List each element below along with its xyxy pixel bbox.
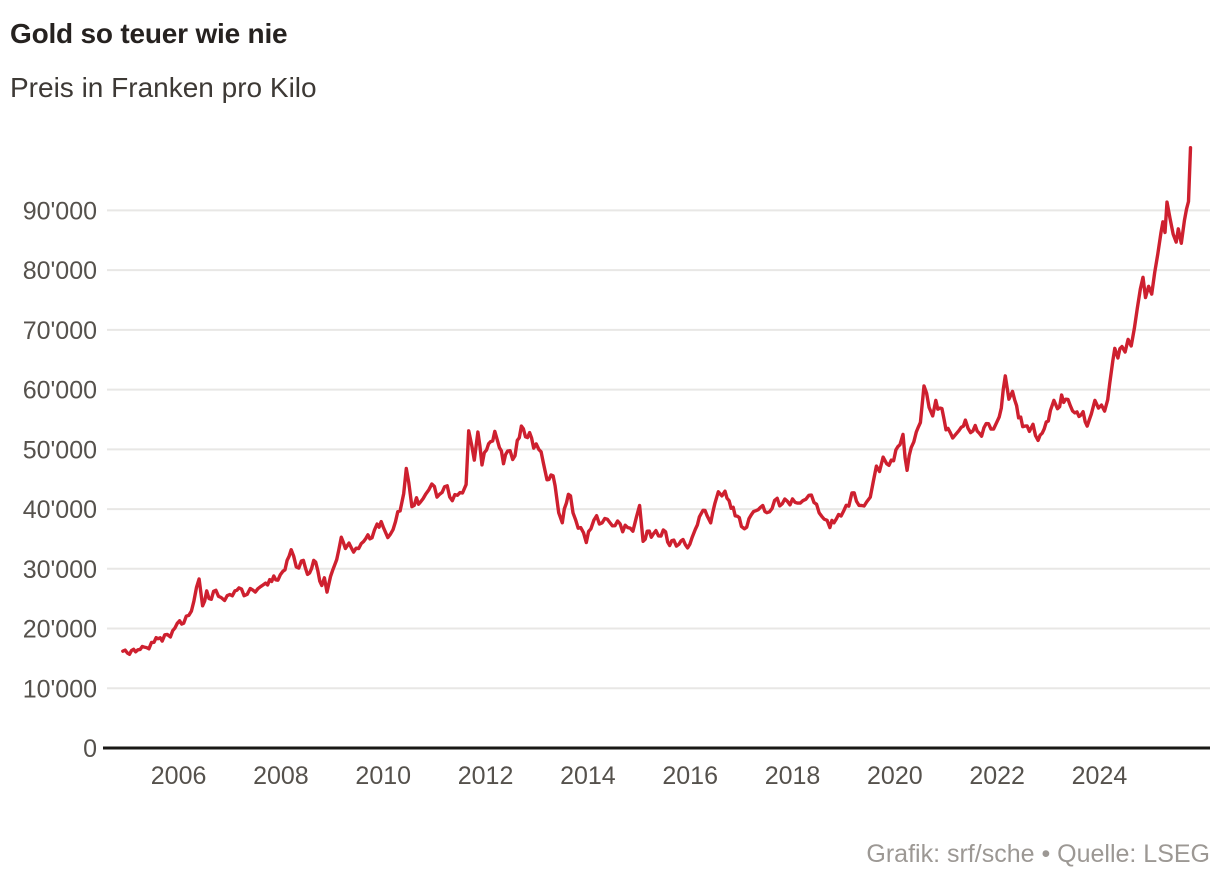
x-tick-label: 2018 bbox=[765, 762, 821, 790]
x-tick-label: 2024 bbox=[1072, 762, 1128, 790]
y-tick-label: 10'000 bbox=[23, 675, 97, 703]
x-tick-label: 2016 bbox=[662, 762, 718, 790]
chart-subtitle: Preis in Franken pro Kilo bbox=[10, 72, 317, 103]
chart-credit-source: Grafik: srf/sche • Quelle: LSEG bbox=[866, 840, 1210, 868]
y-tick-label: 30'000 bbox=[23, 556, 97, 584]
y-tick-label: 0 bbox=[83, 735, 97, 763]
y-tick-label: 50'000 bbox=[23, 436, 97, 464]
x-tick-label: 2014 bbox=[560, 762, 616, 790]
y-tick-label: 40'000 bbox=[23, 496, 97, 524]
y-tick-label: 80'000 bbox=[23, 257, 97, 285]
y-tick-label: 90'000 bbox=[23, 197, 97, 225]
chart-title: Gold so teuer wie nie bbox=[10, 18, 288, 49]
x-tick-label: 2006 bbox=[151, 762, 207, 790]
x-tick-label: 2020 bbox=[867, 762, 923, 790]
x-tick-label: 2010 bbox=[355, 762, 411, 790]
y-tick-label: 70'000 bbox=[23, 317, 97, 345]
x-tick-label: 2022 bbox=[969, 762, 1025, 790]
price-line bbox=[121, 146, 1193, 656]
y-tick-label: 20'000 bbox=[23, 616, 97, 644]
y-tick-label: 60'000 bbox=[23, 377, 97, 405]
x-tick-label: 2008 bbox=[253, 762, 309, 790]
x-tick-label: 2012 bbox=[458, 762, 514, 790]
